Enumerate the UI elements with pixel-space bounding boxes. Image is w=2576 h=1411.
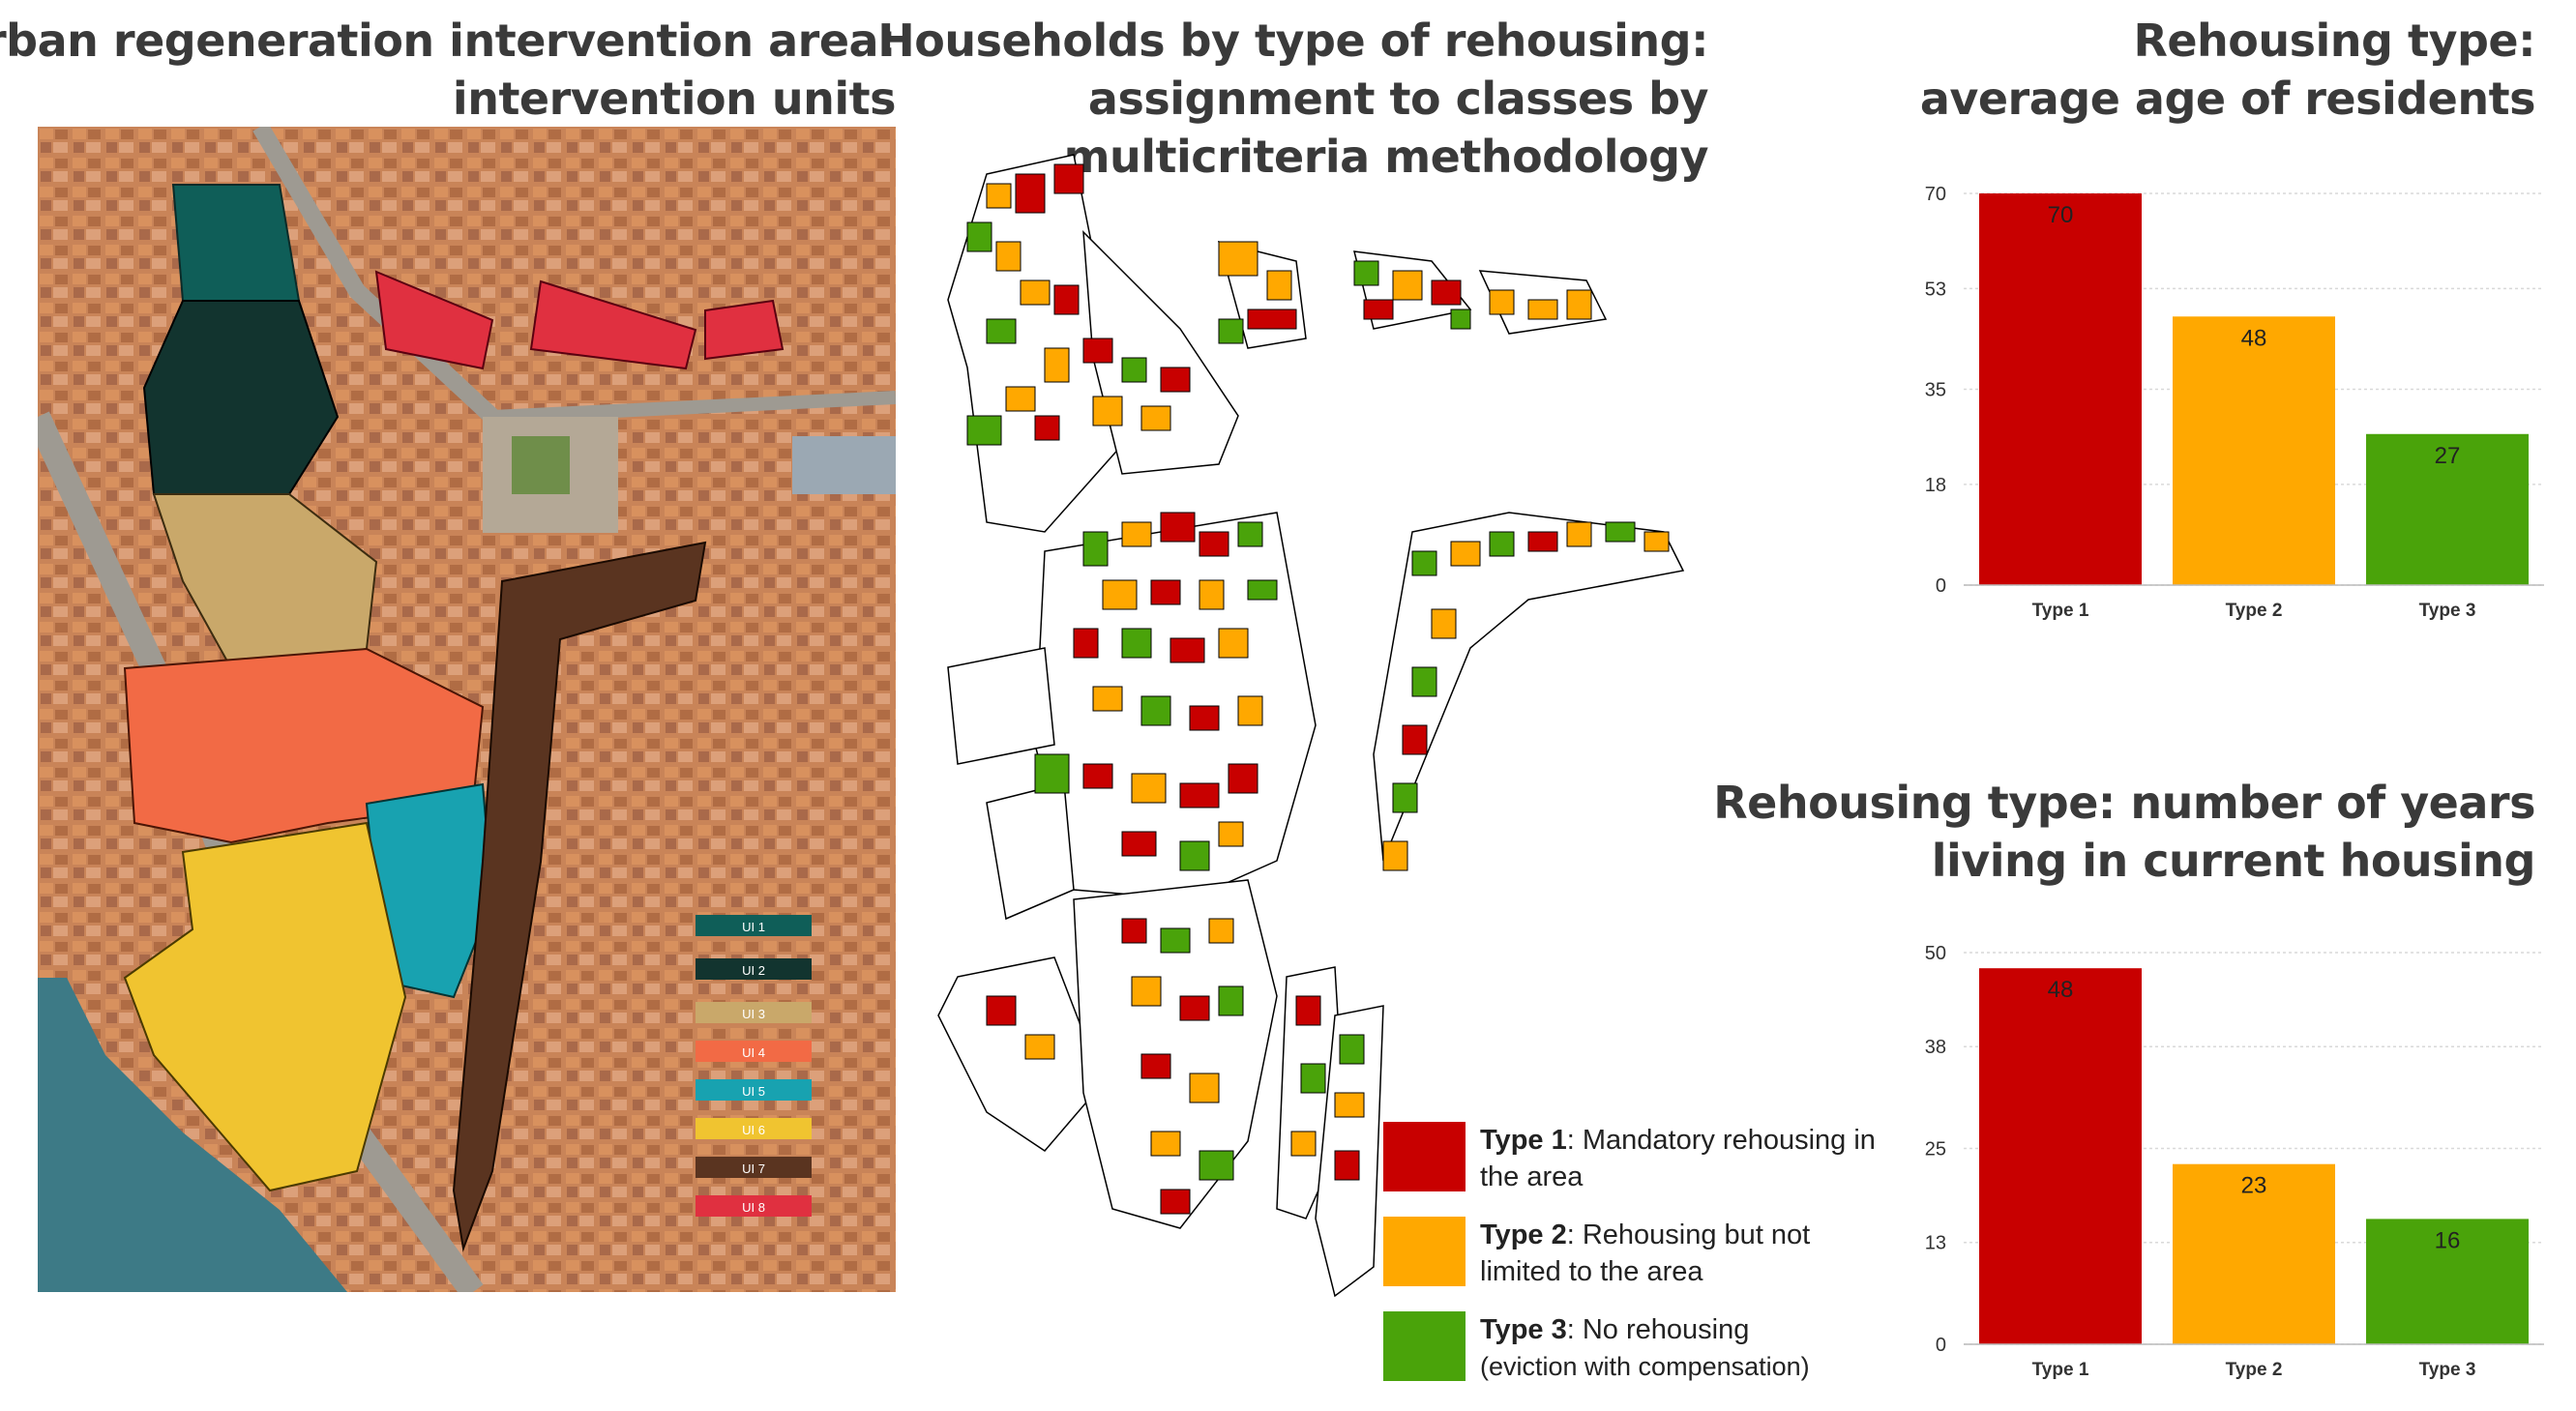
years-chart-title-line1: Rehousing type: number of years: [1713, 777, 2535, 829]
legend-swatch: [1383, 1217, 1466, 1286]
y-tick-label: 38: [1925, 1037, 1946, 1058]
bar: [2173, 316, 2335, 585]
years-bar-chart: 0 13 25 38 50 48 Type 1 23 Type 2 16 Type 3: [1925, 943, 2544, 1380]
map-title: Urban regeneration intervention area: in…: [0, 12, 896, 128]
bar-value-label: 23: [2241, 1173, 2267, 1199]
x-tick-label: Type 2: [2226, 1360, 2283, 1380]
legend-type-desc: Mandatory rehousing in the area: [1480, 1125, 1876, 1192]
bar-value-label: 48: [2048, 977, 2074, 1003]
bar-value-label: 48: [2241, 325, 2267, 351]
legend-type-name: Type 2: [1480, 1220, 1567, 1250]
unit-label: UI 8: [742, 1200, 765, 1215]
y-tick-label: 50: [1925, 943, 1946, 964]
households-map: [937, 154, 1685, 1298]
bar: [2366, 433, 2529, 585]
bar-value-label: 70: [2048, 202, 2074, 228]
unit-label: UI 6: [742, 1123, 765, 1137]
bar: [2173, 1163, 2335, 1344]
bar: [1979, 193, 2142, 585]
years-chart-title-line2: living in current housing: [1931, 835, 2536, 887]
map-title-line1: Urban regeneration intervention area:: [0, 15, 896, 67]
y-tick-label: 25: [1925, 1139, 1946, 1161]
bar: [1979, 968, 2142, 1344]
households-title-line3: multicriteria methodology: [1063, 131, 1709, 183]
y-tick-label: 53: [1925, 279, 1946, 300]
legend-type-note: (eviction with compensation): [1480, 1352, 1810, 1381]
aerial-map: UI 1 UI 2 UI 3 UI 4 UI 5 UI 6 UI 7 UI 8: [38, 127, 896, 1292]
legend-swatch: [1383, 1122, 1466, 1191]
legend-type-desc: No rehousing: [1582, 1314, 1750, 1345]
age-chart-title: Rehousing type: average age of residents: [1919, 12, 2536, 128]
legend-type-name: Type 1: [1480, 1125, 1567, 1156]
bar: [2366, 1219, 2529, 1344]
unit-label: UI 1: [742, 920, 765, 934]
x-tick-label: Type 1: [2032, 1360, 2089, 1380]
unit-label: UI 4: [742, 1045, 765, 1060]
y-tick-label: 18: [1925, 475, 1946, 496]
age-chart-title-line2: average age of residents: [1919, 73, 2536, 125]
y-tick-label: 0: [1936, 1335, 1946, 1356]
unit-label: UI 5: [742, 1084, 765, 1099]
years-chart-title: Rehousing type: number of years living i…: [1713, 774, 2535, 890]
unit-label: UI 3: [742, 1007, 765, 1021]
x-tick-label: Type 2: [2226, 601, 2283, 621]
unit-label: UI 7: [742, 1161, 765, 1176]
map-title-line2: intervention units: [452, 73, 897, 125]
households-title-line1: Households by type of rehousing:: [877, 15, 1708, 67]
y-tick-label: 70: [1925, 184, 1946, 205]
age-chart-title-line1: Rehousing type:: [2133, 15, 2535, 67]
households-title: Households by type of rehousing: assignm…: [877, 12, 1708, 186]
age-bar-chart: 0 18 35 53 70 70 Type 1 48 Type 2 27 Type 3: [1925, 184, 2544, 621]
legend-type-desc: Rehousing but not limited to the area: [1480, 1220, 1811, 1287]
y-tick-label: 35: [1925, 380, 1946, 401]
y-tick-label: 0: [1936, 575, 1946, 597]
legend-swatch: [1383, 1311, 1466, 1381]
legend-type-name: Type 3: [1480, 1314, 1567, 1345]
y-tick-label: 13: [1925, 1233, 1946, 1254]
bar-value-label: 16: [2435, 1227, 2461, 1253]
x-tick-label: Type 1: [2032, 601, 2089, 621]
bar-value-label: 27: [2435, 443, 2461, 469]
x-tick-label: Type 3: [2419, 1360, 2476, 1380]
x-tick-label: Type 3: [2419, 601, 2476, 621]
unit-key: UI 1 UI 2 UI 3 UI 4 UI 5 UI 6 UI 7 UI 8: [696, 915, 812, 1217]
unit-label: UI 2: [742, 963, 765, 978]
households-title-line2: assignment to classes by: [1087, 73, 1709, 125]
